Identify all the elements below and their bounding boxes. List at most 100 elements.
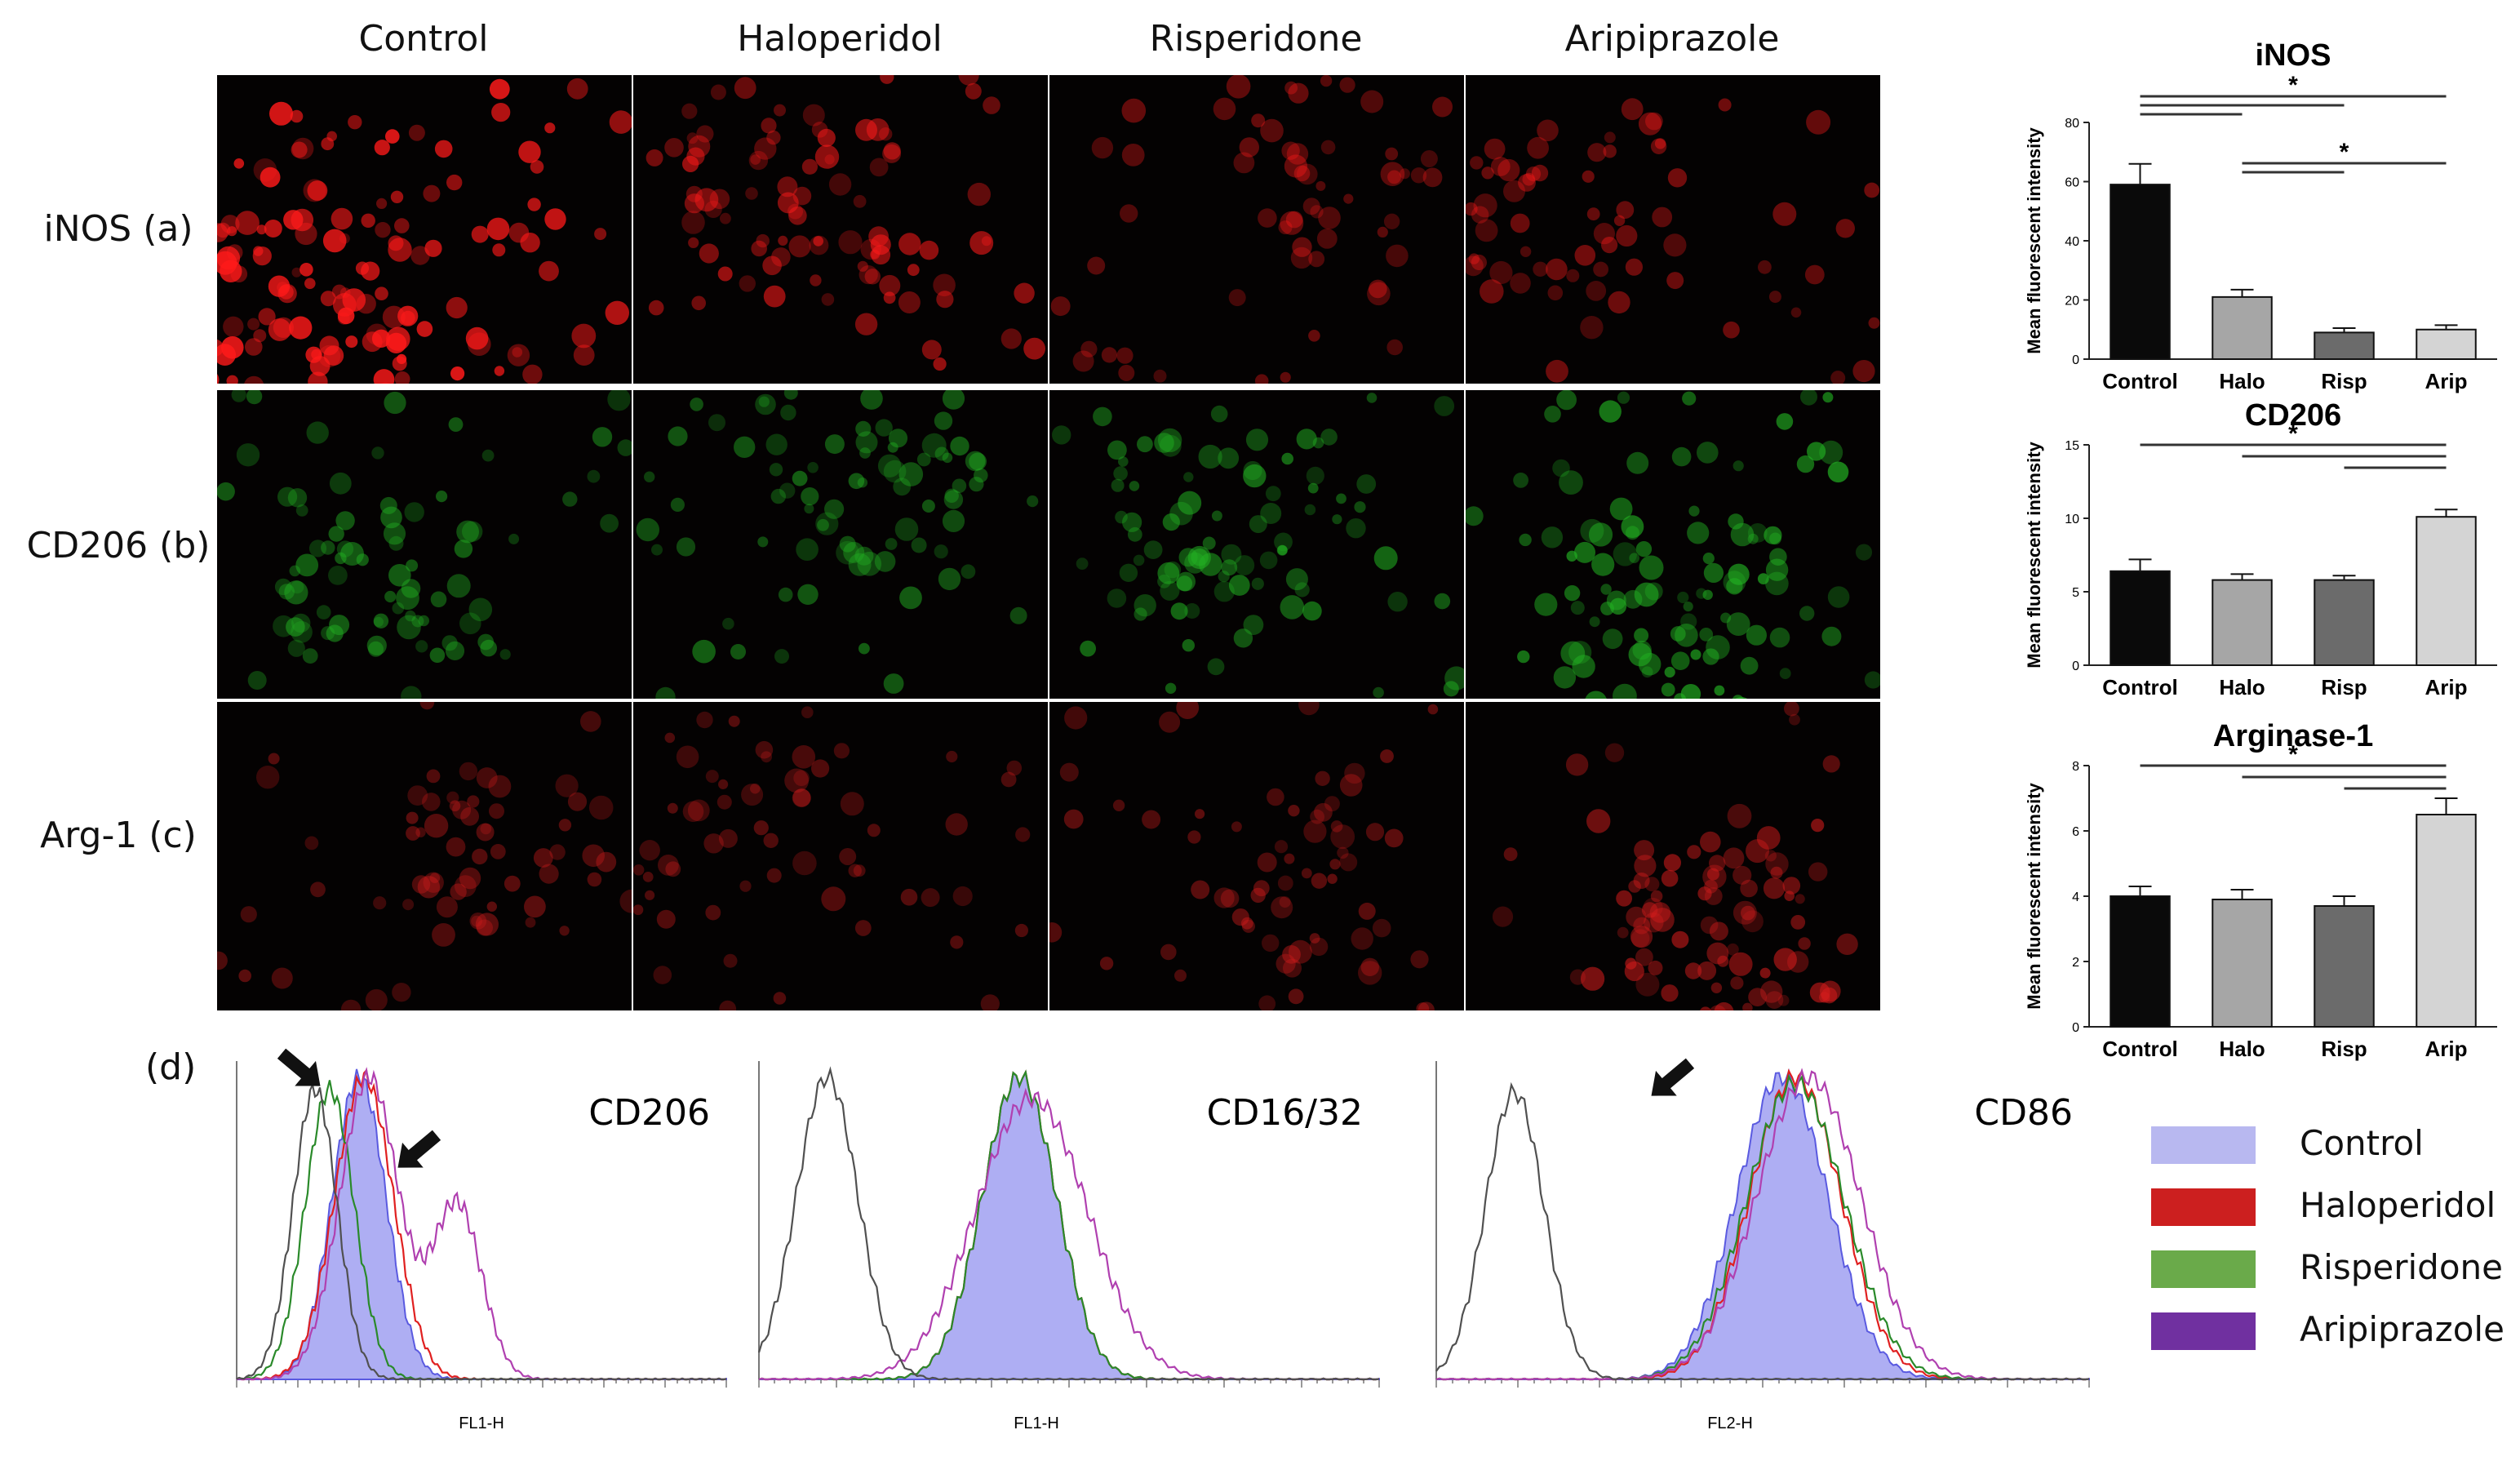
cell-blob — [1807, 442, 1826, 461]
cell-blob — [969, 231, 994, 255]
cell-blob — [1198, 444, 1222, 469]
cell-blob — [1129, 481, 1140, 491]
bar-halo — [2212, 579, 2273, 667]
cell-blob — [821, 886, 846, 912]
cell-blob — [958, 75, 979, 86]
cell-blob — [396, 586, 419, 611]
cell-blob — [1143, 540, 1163, 559]
cell-blob — [1120, 204, 1138, 223]
cell-blob — [1830, 371, 1846, 384]
cell-blob — [558, 819, 572, 832]
cell-blob — [394, 371, 410, 384]
histogram-svg: CD86 FL2-H — [1435, 1058, 2090, 1432]
cell-blob — [836, 540, 859, 565]
cell-blob — [1864, 182, 1880, 198]
cell-blob — [1064, 706, 1088, 730]
legend-label-aripiprazole: Aripiprazole — [2300, 1309, 2504, 1349]
cell-blob — [934, 411, 953, 430]
cell-blob — [828, 173, 852, 196]
cell-blob — [1358, 902, 1376, 920]
cell-blob — [1093, 406, 1112, 427]
cell-blob — [567, 792, 588, 811]
cell-blob — [1675, 624, 1698, 647]
cell-blob — [423, 872, 444, 893]
cell-blob — [1373, 546, 1398, 571]
cell-blob — [596, 851, 617, 873]
cell-blob — [524, 895, 546, 918]
y-axis-label: Mean fluorescent intensity — [2024, 782, 2044, 1009]
cell-blob — [1339, 77, 1355, 93]
bar-chart-svg: CD206 0 5 10 15 Mean fluorescent intensity Con… — [2024, 398, 2497, 699]
cell-blob — [824, 499, 845, 519]
cell-blob — [788, 235, 811, 258]
cell-blob — [446, 174, 463, 191]
micrograph-inos-control — [217, 75, 632, 384]
cell-blob — [1383, 213, 1400, 229]
cell-blob — [810, 274, 822, 286]
cell-blob — [291, 613, 311, 633]
cell-blob — [450, 366, 465, 381]
cell-blob — [331, 284, 347, 300]
histogram-marker-label: CD16/32 — [1207, 1092, 1363, 1134]
x-tick-label: Control — [2102, 675, 2177, 699]
cell-blob — [1076, 557, 1089, 570]
cell-blob — [1586, 207, 1600, 221]
cell-blob — [390, 190, 404, 203]
cell-blob — [587, 872, 602, 887]
cell-blob — [1251, 113, 1266, 128]
bar-arip — [2416, 814, 2477, 1028]
cell-blob — [1228, 289, 1246, 307]
cell-blob — [1580, 316, 1604, 340]
cell-blob — [1643, 897, 1663, 918]
cell-blob — [1107, 440, 1127, 460]
cell-blob — [1218, 571, 1230, 583]
cell-blob — [696, 711, 713, 729]
cell-blob — [1510, 273, 1531, 294]
cell-blob — [796, 538, 819, 561]
x-tick-label: Halo — [2219, 675, 2265, 699]
cell-blob — [1570, 601, 1585, 615]
cell-blob — [1667, 168, 1688, 188]
cell-blob — [406, 811, 419, 824]
y-tick-label: 0 — [2072, 353, 2079, 367]
cell-blob — [692, 639, 716, 664]
cell-blob — [434, 140, 453, 158]
cell-blob — [328, 526, 344, 542]
cell-blob — [1329, 859, 1341, 870]
histogram-x-label: FL2-H — [1707, 1414, 1753, 1432]
cell-blob — [1702, 589, 1713, 600]
cell-blob — [1537, 119, 1559, 142]
cell-blob — [1202, 536, 1216, 550]
cell-blob — [1243, 615, 1264, 635]
cell-blob — [1714, 1001, 1734, 1010]
cell-blob — [691, 295, 706, 311]
cell-blob — [1309, 937, 1329, 957]
cell-blob — [1525, 167, 1542, 182]
cell-blob — [469, 913, 487, 930]
cell-blob — [1160, 580, 1180, 601]
cell-blob — [1111, 478, 1125, 492]
cell-blob — [376, 198, 388, 209]
cell-blob — [274, 578, 292, 596]
cell-blob — [384, 391, 406, 415]
cd206-bar-chart: CD206 0 5 10 15 Mean fluorescent intensity Con… — [1999, 396, 2505, 714]
cell-blob — [867, 824, 881, 837]
cell-blob — [1677, 591, 1689, 604]
cell-blob — [1779, 668, 1791, 679]
cell-blob — [238, 969, 251, 983]
arrow-icon — [397, 1130, 441, 1168]
cell-blob — [722, 617, 734, 630]
cell-blob — [217, 223, 228, 242]
cell-blob — [277, 283, 297, 304]
cell-blob — [1616, 224, 1638, 247]
cell-blob — [1582, 170, 1595, 183]
cell-blob — [1836, 933, 1858, 955]
cell-blob — [1380, 749, 1394, 763]
cell-blob — [840, 792, 864, 816]
cell-blob — [471, 915, 482, 927]
cell-blob — [1213, 581, 1235, 602]
cell-blob — [664, 732, 676, 744]
cell-blob — [1142, 810, 1161, 829]
histogram-svg: CD16/32 FL1-H — [757, 1061, 1380, 1432]
cell-blob — [645, 890, 655, 900]
